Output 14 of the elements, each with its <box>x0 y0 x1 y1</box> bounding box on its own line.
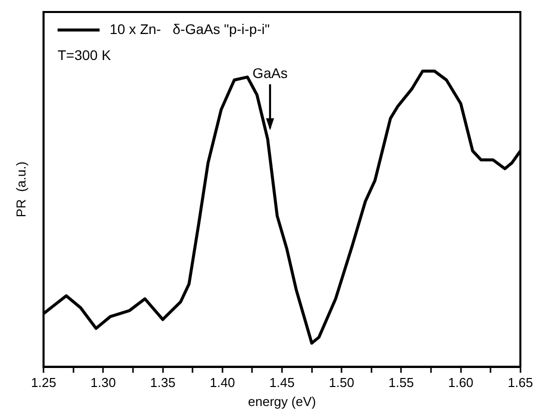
x-axis-title: energy (eV) <box>248 394 316 409</box>
x-tick-label: 1.25 <box>30 375 56 390</box>
x-tick-label: 1.65 <box>508 375 534 390</box>
text: T=300 K <box>58 46 112 63</box>
x-tick-label: 1.50 <box>328 375 354 390</box>
x-tick-label: 1.60 <box>448 375 474 390</box>
legend-label: 10 x Zn- δ-GaAs "p-i-p-i" <box>110 20 270 37</box>
x-tick-label: 1.45 <box>269 375 295 390</box>
y-axis-title: PR (a.u.) <box>13 162 28 218</box>
x-tick-label: 1.35 <box>150 375 176 390</box>
annotation: GaAs <box>252 65 288 82</box>
x-tick-label: 1.40 <box>210 375 236 390</box>
x-tick-label: 1.55 <box>388 375 414 390</box>
x-tick-label: 1.30 <box>90 375 116 390</box>
